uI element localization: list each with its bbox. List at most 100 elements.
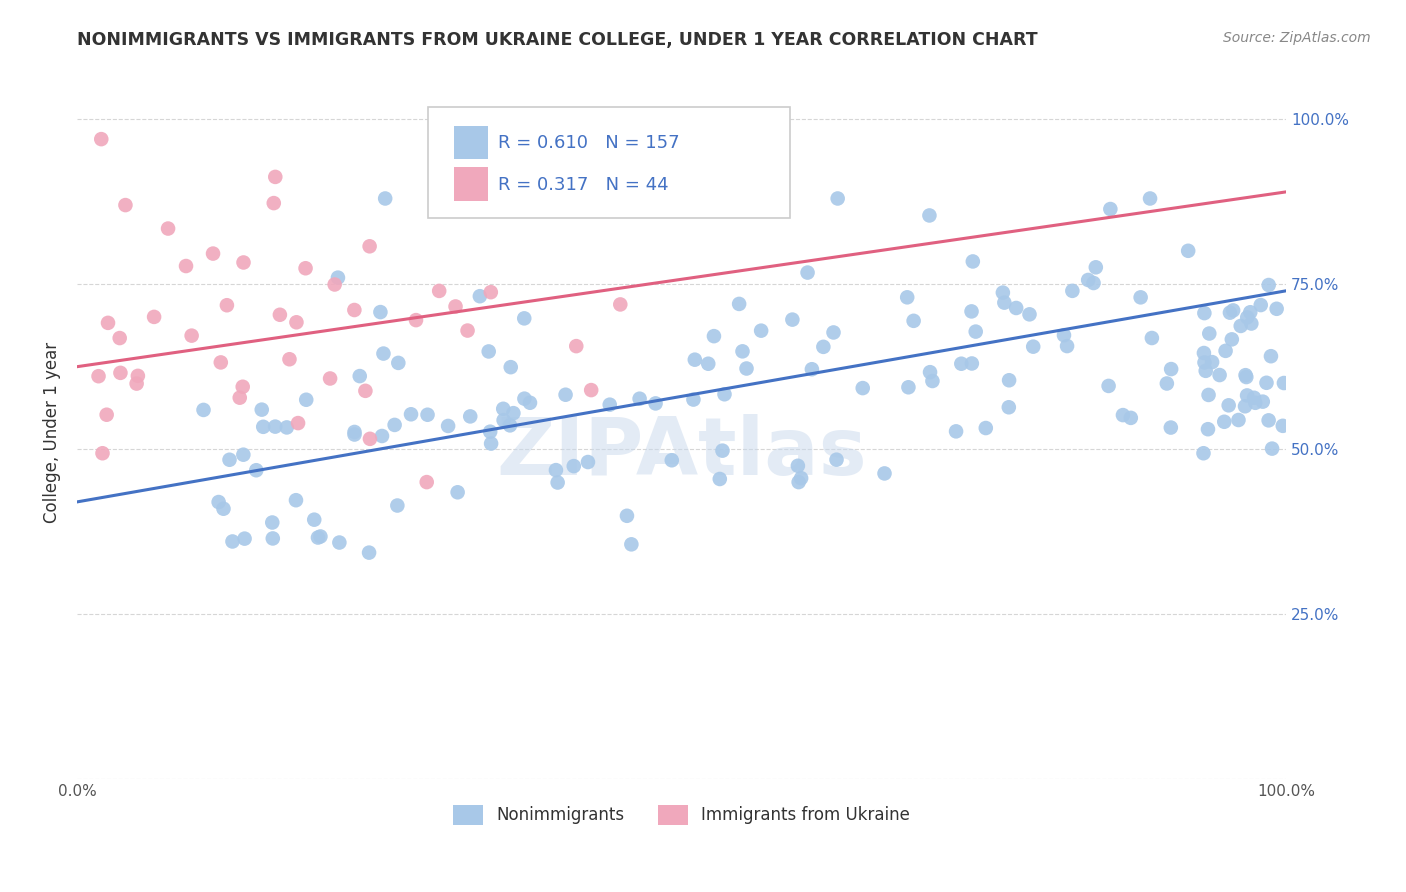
Point bbox=[519, 396, 541, 410]
Point bbox=[287, 416, 309, 430]
Point bbox=[328, 535, 350, 549]
Point bbox=[1251, 394, 1274, 409]
Point bbox=[232, 380, 254, 394]
Point bbox=[562, 459, 585, 474]
Text: ZIPAtlas: ZIPAtlas bbox=[496, 415, 868, 492]
Point bbox=[609, 297, 631, 311]
Point bbox=[1129, 290, 1152, 304]
Point bbox=[202, 246, 225, 260]
Point bbox=[505, 166, 527, 180]
Point bbox=[1099, 202, 1122, 216]
Point bbox=[295, 392, 318, 407]
Point bbox=[245, 463, 267, 477]
Point bbox=[343, 425, 366, 439]
Point bbox=[319, 371, 342, 385]
Point bbox=[796, 266, 818, 280]
Point bbox=[950, 357, 973, 371]
Point bbox=[1194, 306, 1216, 320]
Text: R = 0.610   N = 157: R = 0.610 N = 157 bbox=[498, 134, 679, 153]
Point bbox=[309, 529, 332, 543]
Point bbox=[513, 311, 536, 326]
Point bbox=[354, 384, 377, 398]
Legend: Nonimmigrants, Immigrants from Ukraine: Nonimmigrants, Immigrants from Ukraine bbox=[444, 797, 918, 833]
Text: R = 0.317   N = 44: R = 0.317 N = 44 bbox=[498, 176, 668, 194]
Point bbox=[1198, 388, 1220, 402]
Point bbox=[221, 534, 243, 549]
Point bbox=[387, 356, 409, 370]
Point bbox=[232, 255, 254, 269]
Point bbox=[479, 285, 502, 300]
Point bbox=[711, 443, 734, 458]
Point bbox=[993, 295, 1015, 310]
Y-axis label: College, Under 1 year: College, Under 1 year bbox=[44, 342, 60, 524]
Point bbox=[825, 452, 848, 467]
Point bbox=[302, 513, 325, 527]
Point bbox=[1213, 415, 1236, 429]
Point bbox=[307, 531, 329, 545]
Point bbox=[96, 408, 118, 422]
Point bbox=[644, 396, 666, 410]
Text: NONIMMIGRANTS VS IMMIGRANTS FROM UKRAINE COLLEGE, UNDER 1 YEAR CORRELATION CHART: NONIMMIGRANTS VS IMMIGRANTS FROM UKRAINE… bbox=[77, 31, 1038, 49]
Point bbox=[1097, 379, 1119, 393]
Point bbox=[499, 418, 522, 433]
Point bbox=[374, 192, 396, 206]
Point bbox=[125, 376, 148, 391]
Point bbox=[437, 419, 460, 434]
Point bbox=[683, 352, 706, 367]
Point bbox=[371, 429, 394, 443]
Point bbox=[264, 169, 287, 184]
Point bbox=[918, 209, 941, 223]
Point bbox=[897, 380, 920, 394]
Point bbox=[1240, 317, 1263, 331]
Point bbox=[697, 357, 720, 371]
Point bbox=[1056, 339, 1078, 353]
Point bbox=[1083, 276, 1105, 290]
Point bbox=[387, 499, 409, 513]
Point bbox=[457, 324, 479, 338]
Point bbox=[998, 401, 1021, 415]
Point bbox=[1272, 376, 1295, 390]
Point bbox=[787, 475, 810, 489]
Point bbox=[628, 392, 651, 406]
Point bbox=[399, 407, 422, 421]
Point bbox=[1119, 410, 1142, 425]
Point bbox=[1192, 446, 1215, 460]
Point bbox=[405, 313, 427, 327]
Point bbox=[359, 239, 381, 253]
Point bbox=[998, 373, 1021, 387]
Point bbox=[1197, 422, 1219, 436]
Point bbox=[174, 259, 197, 273]
Point bbox=[1022, 340, 1045, 354]
Point bbox=[502, 406, 524, 420]
Point bbox=[180, 328, 202, 343]
Point bbox=[285, 493, 308, 508]
Point bbox=[991, 285, 1014, 300]
Point bbox=[1229, 318, 1251, 333]
Point bbox=[1239, 305, 1261, 319]
Point bbox=[554, 388, 576, 402]
Point bbox=[479, 436, 502, 450]
Point bbox=[547, 475, 569, 490]
Point bbox=[731, 344, 754, 359]
Text: Source: ZipAtlas.com: Source: ZipAtlas.com bbox=[1223, 31, 1371, 45]
Point bbox=[800, 362, 823, 376]
Point bbox=[1243, 391, 1265, 405]
Point bbox=[1208, 368, 1230, 382]
Point bbox=[1018, 307, 1040, 321]
Point bbox=[1053, 328, 1076, 343]
Point bbox=[1244, 396, 1267, 410]
Point bbox=[965, 325, 987, 339]
Point bbox=[323, 277, 346, 292]
Point bbox=[127, 368, 149, 383]
Point bbox=[209, 355, 232, 369]
Point bbox=[263, 196, 285, 211]
Point bbox=[252, 419, 274, 434]
Point bbox=[1201, 355, 1223, 369]
Point bbox=[903, 314, 925, 328]
Point bbox=[108, 331, 131, 345]
Point bbox=[813, 340, 835, 354]
Point bbox=[1198, 326, 1220, 341]
Point bbox=[661, 453, 683, 467]
FancyBboxPatch shape bbox=[427, 107, 790, 218]
Point bbox=[207, 495, 229, 509]
